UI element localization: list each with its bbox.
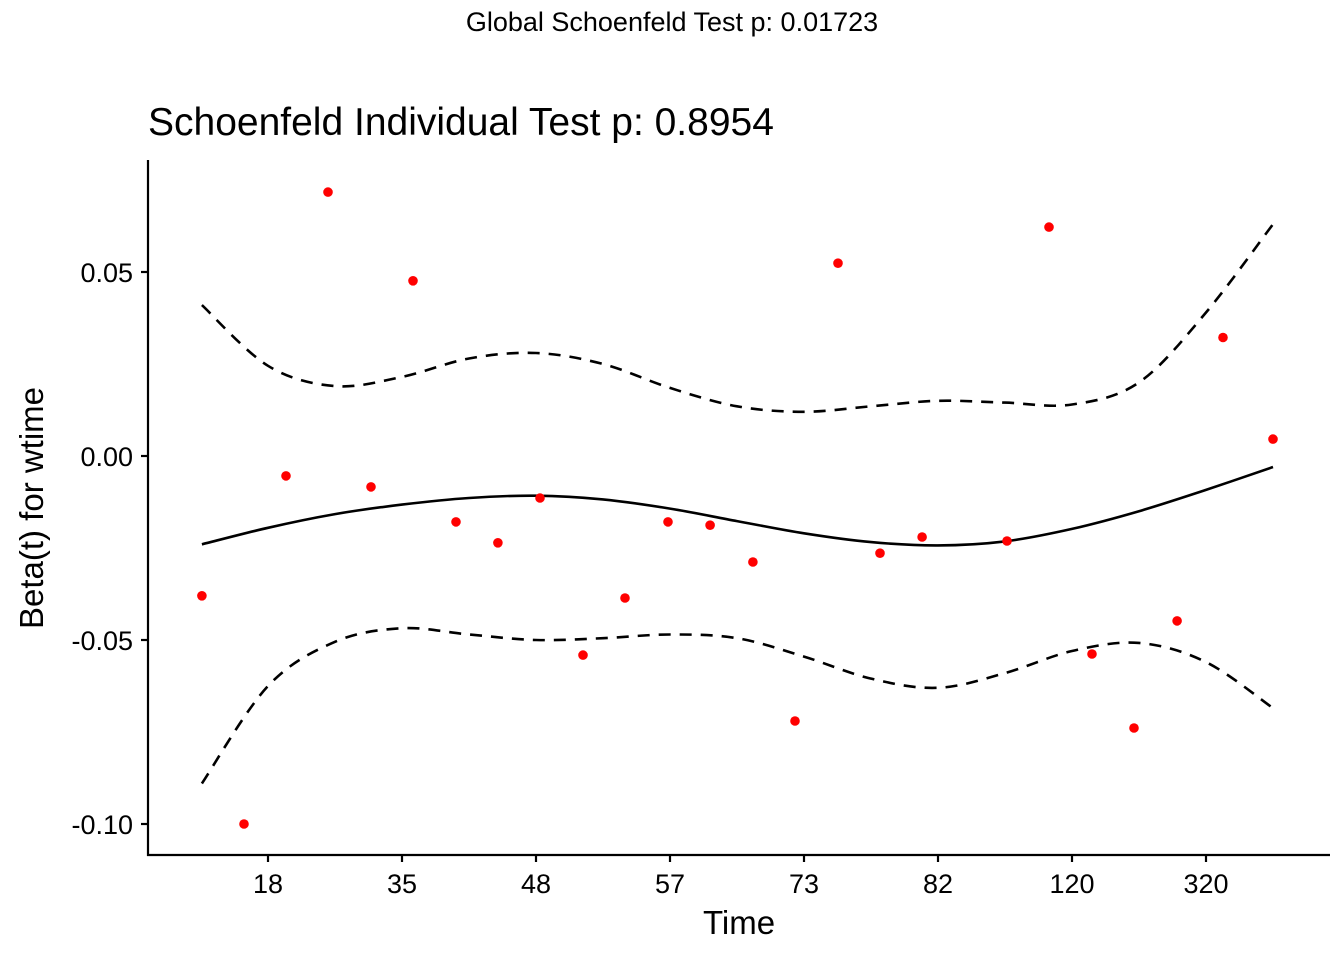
residual-point (833, 258, 843, 269)
x-tick-label: 73 (789, 869, 819, 899)
residual-point (1218, 332, 1228, 343)
residual-point (620, 593, 630, 603)
residual-point (663, 517, 673, 527)
residual-point (323, 187, 333, 197)
x-tick-label: 320 (1183, 869, 1228, 899)
beta-fit-line (201, 465, 1274, 547)
residual-point (578, 650, 588, 660)
residual-point (281, 471, 291, 481)
x-axis-label: Time (703, 904, 775, 941)
y-tick-label: -0.10 (71, 810, 133, 840)
residual-point (239, 819, 249, 829)
residual-point (408, 276, 418, 286)
residual-point (535, 493, 545, 503)
residual-point (1172, 616, 1182, 626)
residual-point (197, 591, 207, 601)
global-test-suptitle: Global Schoenfeld Test p: 0.01723 (466, 7, 878, 37)
residual-point (705, 520, 715, 530)
residual-point (1002, 536, 1012, 546)
y-tick-label: 0.00 (80, 442, 133, 472)
x-tick-label: 48 (521, 869, 551, 899)
residual-point (1129, 723, 1139, 733)
residual-point (1044, 222, 1054, 232)
residual-point (875, 548, 885, 558)
upper-ci-line (201, 223, 1275, 414)
residual-point (1087, 649, 1097, 659)
lower-ci-line (200, 626, 1274, 785)
residual-point (917, 532, 927, 542)
y-tick-label: -0.05 (71, 626, 133, 656)
residual-point (493, 538, 503, 548)
x-tick-label: 57 (655, 869, 685, 899)
series-layer (200, 223, 1275, 785)
y-ticks: 0.05 0.00 -0.05 -0.10 (71, 258, 148, 840)
x-tick-label: 82 (923, 869, 953, 899)
x-tick-label: 120 (1049, 869, 1094, 899)
y-axis-label: Beta(t) for wtime (13, 387, 50, 629)
y-tick-label: 0.05 (80, 258, 133, 288)
points-layer (197, 187, 1278, 829)
residual-point (366, 482, 376, 492)
residual-point (748, 557, 758, 567)
x-tick-label: 18 (253, 869, 283, 899)
residual-point (1268, 434, 1278, 444)
residual-point (790, 716, 800, 726)
chart-title: Schoenfeld Individual Test p: 0.8954 (148, 101, 774, 144)
x-tick-label: 35 (387, 869, 417, 899)
residual-point (451, 517, 461, 527)
x-ticks: 18 35 48 57 73 82 120 320 (253, 855, 1229, 899)
